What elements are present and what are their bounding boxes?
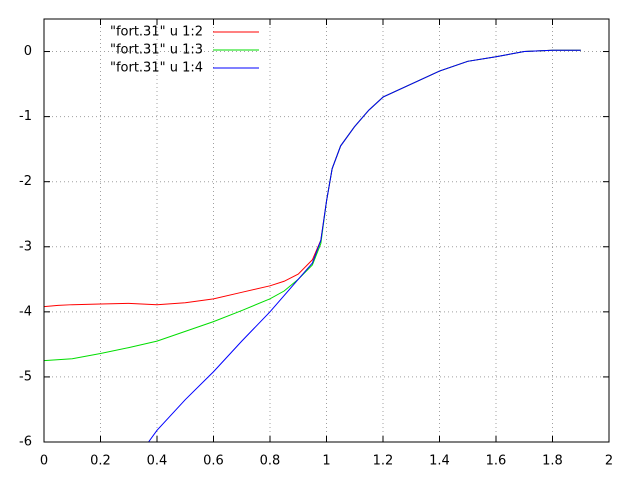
y-tick-label: 0 (24, 44, 32, 59)
y-tick-label: -1 (19, 109, 32, 124)
y-tick-label: -6 (19, 435, 32, 450)
grid (43, 19, 610, 443)
y-tick-label: -2 (19, 174, 32, 189)
x-tick-label: 2 (605, 454, 613, 469)
labels: 0 0.2 0.4 0.6 0.8 1 1.2 1.4 1.6 1.8 2 -6 -5 -4 -3 -2 -1 0… (19, 19, 613, 469)
y-tick-label: -3 (19, 239, 32, 254)
legend-label: "fort.31" u 1:2 (110, 25, 203, 40)
x-tick-label: 0.2 (90, 454, 111, 469)
x-tick-label: 1.4 (429, 454, 450, 469)
series-line (44, 49, 581, 308)
series-line (148, 49, 581, 442)
x-tick-label: 0.8 (260, 454, 281, 469)
legend-label: "fort.31" u 1:4 (110, 61, 203, 76)
x-tick-label: 1.8 (542, 454, 563, 469)
plot-area (44, 49, 581, 442)
legend-label: "fort.31" u 1:3 (110, 43, 203, 58)
x-tick-label: 1 (322, 454, 330, 469)
x-tick-label: 1.2 (373, 454, 394, 469)
x-tick-label: 0.4 (147, 454, 168, 469)
plot-frame (43, 18, 610, 443)
x-tick-label: 0 (40, 454, 48, 469)
y-tick-label: -5 (19, 369, 32, 384)
x-tick-label: 1.6 (486, 454, 507, 469)
x-tick-label: 0.6 (203, 454, 224, 469)
y-tick-label: -4 (19, 304, 32, 319)
series-line (44, 49, 581, 362)
